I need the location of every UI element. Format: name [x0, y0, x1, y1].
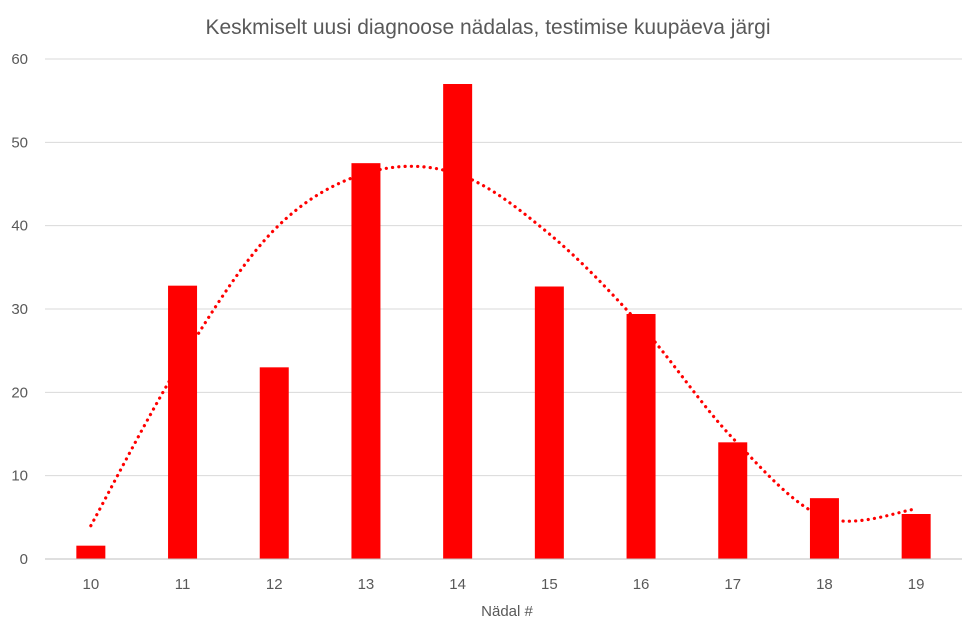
- x-tick-label: 16: [633, 576, 650, 593]
- bars: [76, 84, 931, 559]
- x-tick-label: 10: [83, 576, 100, 593]
- x-tick-label: 18: [816, 576, 833, 593]
- bar-week-10: [76, 545, 106, 559]
- bar-week-17: [718, 442, 748, 559]
- x-tick-label: 11: [175, 576, 191, 593]
- gridlines: [45, 58, 962, 477]
- x-tick-label: 14: [449, 576, 466, 593]
- bar-week-13: [351, 163, 381, 559]
- y-tick-label: 0: [20, 551, 28, 568]
- bar-week-16: [626, 314, 656, 559]
- y-tick-label: 40: [11, 218, 28, 235]
- x-tick-label: 15: [541, 576, 558, 593]
- x-axis-ticks: 10 11 12 13 14 15 16 17 18 19: [83, 576, 925, 593]
- y-tick-label: 30: [11, 301, 28, 318]
- bar-week-11: [168, 285, 198, 559]
- y-axis-ticks: 0 10 20 30 40 50 60: [11, 51, 28, 568]
- x-tick-label: 19: [908, 576, 925, 593]
- y-tick-label: 60: [11, 51, 28, 68]
- bar-week-12: [259, 367, 289, 559]
- y-tick-label: 50: [11, 134, 28, 151]
- x-tick-label: 17: [724, 576, 741, 593]
- bar-week-14: [443, 84, 473, 559]
- trendline-path: [89, 164, 918, 528]
- x-axis-title: Nädal #: [481, 603, 533, 620]
- x-tick-label: 13: [358, 576, 375, 593]
- bar-week-15: [534, 286, 564, 559]
- bar-week-18: [809, 498, 839, 559]
- x-tick-label: 12: [266, 576, 283, 593]
- y-tick-label: 20: [11, 384, 28, 401]
- chart-title: Keskmiselt uusi diagnoose nädalas, testi…: [206, 16, 771, 39]
- bar-week-19: [901, 514, 931, 559]
- y-tick-label: 10: [11, 468, 28, 485]
- trendline: [89, 164, 918, 528]
